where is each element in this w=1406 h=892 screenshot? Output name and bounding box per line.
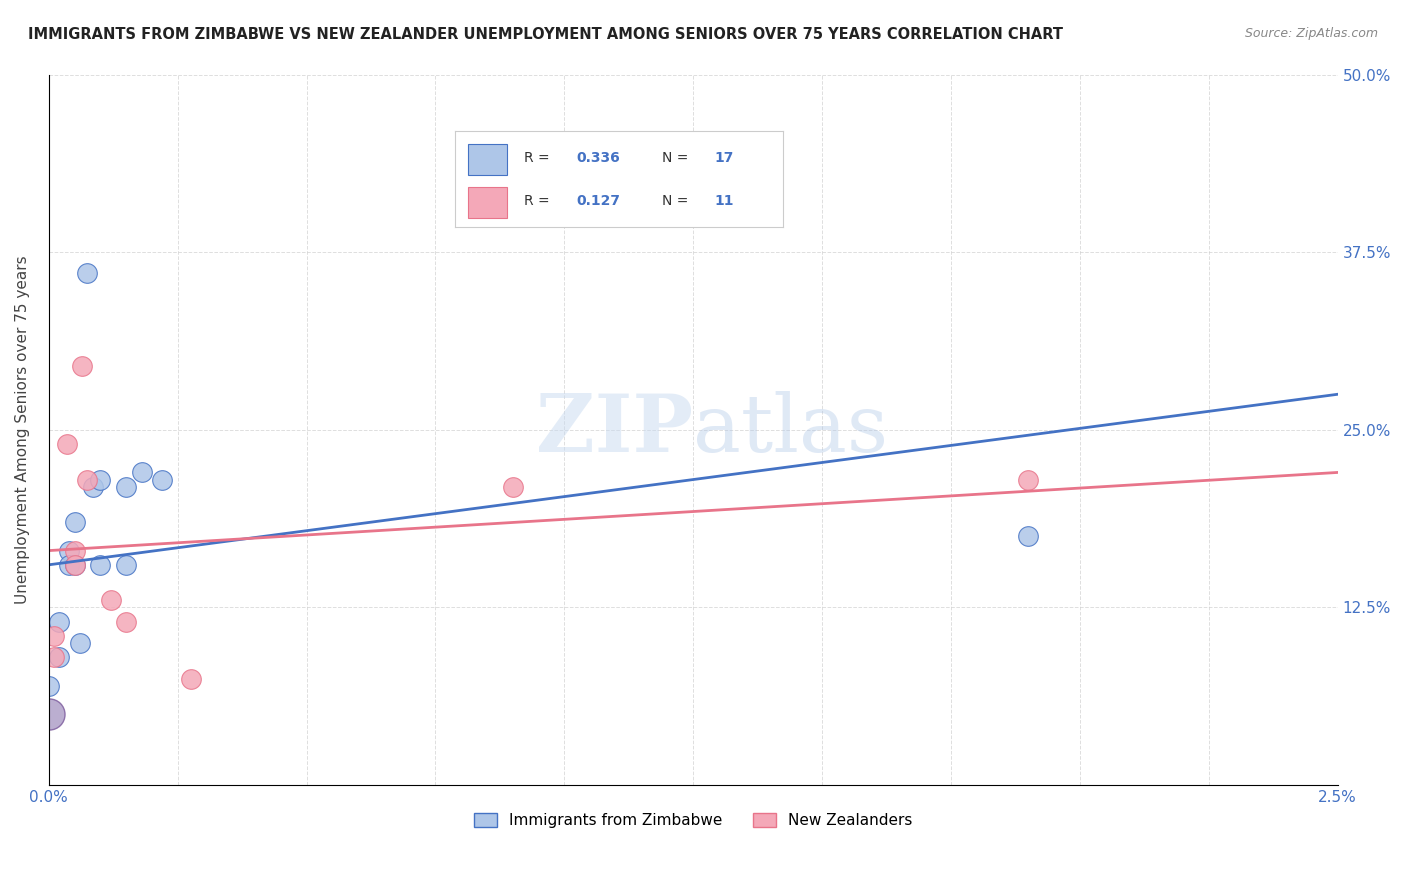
Point <box>42 629 65 643</box>
Point <box>82 480 104 494</box>
Point <box>56 437 79 451</box>
Point <box>42 650 65 665</box>
Point <box>48 650 70 665</box>
Point <box>76 267 98 281</box>
Point <box>131 466 153 480</box>
Point <box>89 473 111 487</box>
Text: atlas: atlas <box>693 391 889 469</box>
Text: Source: ZipAtlas.com: Source: ZipAtlas.com <box>1244 27 1378 40</box>
Point <box>63 558 86 572</box>
Point <box>63 543 86 558</box>
Text: IMMIGRANTS FROM ZIMBABWE VS NEW ZEALANDER UNEMPLOYMENT AMONG SENIORS OVER 75 YEA: IMMIGRANTS FROM ZIMBABWE VS NEW ZEALANDE… <box>28 27 1063 42</box>
Point <box>475 153 498 167</box>
Point <box>115 615 138 629</box>
Point <box>1017 529 1039 543</box>
Point <box>38 706 60 721</box>
Point <box>150 473 173 487</box>
Point <box>72 359 94 373</box>
Point <box>48 615 70 629</box>
Legend: Immigrants from Zimbabwe, New Zealanders: Immigrants from Zimbabwe, New Zealanders <box>468 807 918 834</box>
Point <box>180 672 202 686</box>
Point <box>1017 473 1039 487</box>
Point <box>58 558 80 572</box>
Point <box>89 558 111 572</box>
Point <box>69 636 91 650</box>
Point <box>115 558 138 572</box>
Text: ZIP: ZIP <box>536 391 693 469</box>
Point <box>58 543 80 558</box>
Point <box>76 473 98 487</box>
Point <box>63 515 86 529</box>
Point <box>63 558 86 572</box>
Point <box>38 679 60 693</box>
Point <box>100 593 122 607</box>
Point <box>502 480 524 494</box>
Y-axis label: Unemployment Among Seniors over 75 years: Unemployment Among Seniors over 75 years <box>15 255 30 604</box>
Point <box>115 480 138 494</box>
